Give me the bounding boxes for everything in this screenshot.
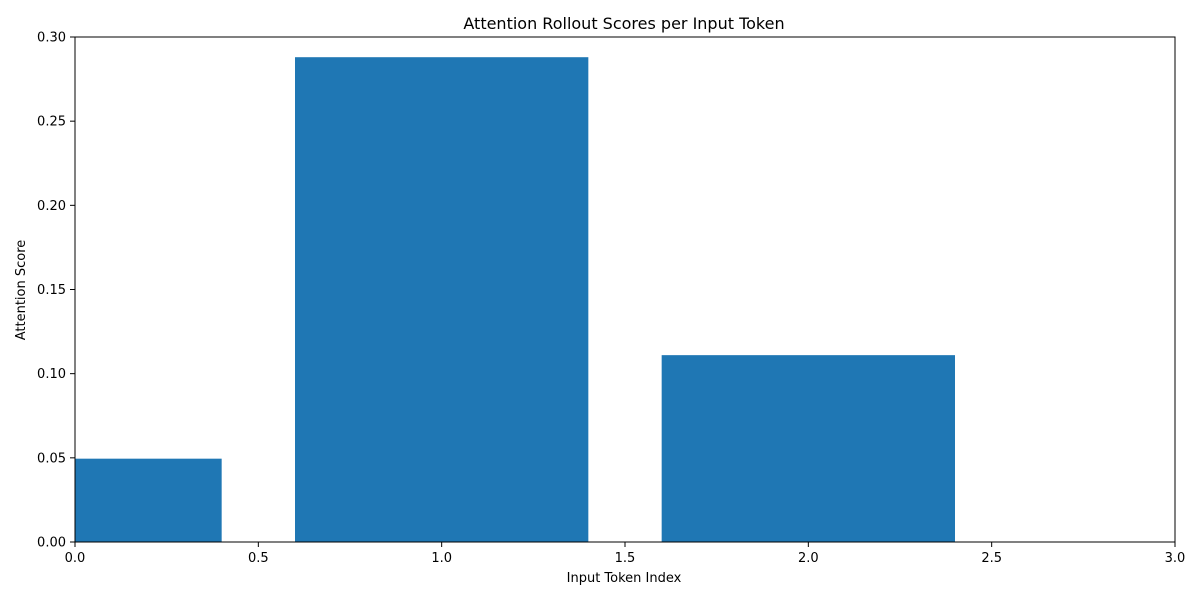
y-tick-label: 0.20 xyxy=(37,199,66,214)
x-tick-label: 0.0 xyxy=(65,551,86,566)
x-tick-label: 2.0 xyxy=(798,551,819,566)
y-axis-label: Attention Score xyxy=(14,240,29,341)
y-tick-label: 0.05 xyxy=(37,451,66,466)
bar-token-1 xyxy=(295,57,589,542)
y-axis: 0.00 0.05 0.10 0.15 0.20 0.25 0.30 xyxy=(37,31,75,551)
bar-token-2 xyxy=(661,355,955,542)
y-tick-label: 0.30 xyxy=(37,31,66,46)
y-tick-label: 0.00 xyxy=(37,536,66,551)
y-tick-label: 0.10 xyxy=(37,367,66,382)
x-axis-label: Input Token Index xyxy=(567,571,682,586)
y-tick-label: 0.15 xyxy=(37,283,66,298)
x-tick-label: 1.0 xyxy=(431,551,452,566)
x-tick-label: 0.5 xyxy=(248,551,269,566)
x-tick-label: 3.0 xyxy=(1165,551,1186,566)
x-axis: 0.0 0.5 1.0 1.5 2.0 2.5 3.0 xyxy=(65,542,1186,566)
bars-layer xyxy=(75,57,955,542)
x-tick-label: 1.5 xyxy=(615,551,636,566)
x-tick-label: 2.5 xyxy=(981,551,1002,566)
bar-token-0 xyxy=(75,458,222,542)
chart-title: Attention Rollout Scores per Input Token xyxy=(463,14,784,33)
plot-frame xyxy=(74,36,1176,543)
y-tick-label: 0.25 xyxy=(37,115,66,130)
